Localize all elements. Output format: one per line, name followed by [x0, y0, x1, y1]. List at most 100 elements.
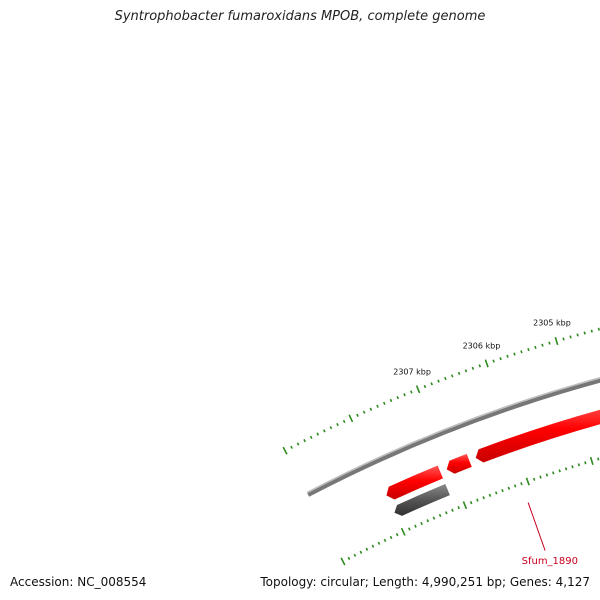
inner-tick: [462, 501, 468, 510]
outer-tick: [583, 331, 586, 335]
inner-tick: [552, 471, 555, 475]
outer-tick: [492, 359, 495, 363]
gene-arrow-sfum_1889[interactable]: [475, 401, 600, 463]
outer-tick: [316, 432, 320, 436]
outer-tick: [322, 429, 326, 433]
inner-tick: [389, 535, 393, 540]
outer-tick: [389, 398, 393, 403]
inner-tick: [420, 521, 423, 526]
outer-tick: [430, 382, 433, 386]
inner-tick: [340, 557, 346, 566]
inner-tick: [520, 482, 523, 486]
outer-tick: [282, 446, 288, 455]
outer-tick: [410, 390, 413, 394]
inner-tick: [507, 486, 511, 490]
inner-tick: [545, 473, 549, 477]
inner-tick: [488, 493, 492, 497]
outer-tick: [403, 393, 406, 397]
outer-tick: [382, 401, 386, 405]
inner-tick: [438, 513, 442, 518]
inner-tick: [476, 498, 479, 502]
gene-arrow-sfum_1890b[interactable]: [386, 465, 443, 500]
inner-tick: [414, 524, 417, 528]
inner-tick: [371, 544, 375, 548]
outer-tick: [576, 333, 579, 337]
outer-tick: [464, 369, 468, 373]
outer-tick: [548, 341, 551, 345]
tick-label: 2306 kbp: [463, 341, 501, 350]
inner-tick: [597, 457, 600, 461]
outer-tick: [597, 327, 600, 331]
genes: [386, 401, 600, 516]
outer-tick: [457, 371, 461, 375]
outer-tick: [506, 354, 509, 358]
inner-tick: [589, 456, 594, 466]
inner-tick: [532, 477, 536, 481]
outer-tick: [296, 442, 300, 446]
backbone: [306, 377, 600, 497]
outer-tick: [478, 364, 482, 368]
inner-tick: [383, 538, 387, 543]
inner-tick: [432, 516, 436, 520]
inner-tick: [494, 491, 498, 495]
outer-tick: [348, 414, 354, 423]
inner-tick: [359, 550, 363, 554]
inner-tick: [395, 533, 399, 537]
outer-tick: [303, 439, 306, 443]
outer-tick: [329, 426, 333, 430]
inner-tick: [347, 556, 351, 560]
outer-tick: [534, 345, 537, 349]
inner-tick: [558, 469, 561, 473]
inner-tick: [577, 463, 581, 467]
outer-tick: [554, 336, 559, 346]
outer-tick: [520, 350, 523, 354]
inner-tick: [457, 506, 460, 510]
inner-tick: [469, 501, 473, 505]
outer-tick: [356, 413, 359, 417]
inner-tick: [564, 467, 568, 471]
outer-tick: [499, 357, 502, 361]
axis-ticks: 2297 kbp2298 kbp2299 kbp2300 kbp2301 kbp…: [282, 319, 600, 566]
outer-tick: [290, 445, 293, 449]
inner-tick: [426, 519, 430, 523]
gene-arrow-sfum_1890[interactable]: [446, 453, 472, 474]
label-leader-line: [527, 502, 546, 551]
outer-tick: [541, 343, 544, 347]
outer-tick: [450, 374, 454, 378]
inner-tick: [482, 496, 485, 500]
outer-tick: [513, 352, 516, 356]
inner-tick: [539, 475, 542, 479]
inner-tick: [377, 541, 381, 545]
inner-tick: [408, 527, 411, 531]
tick-label: 2305 kbp: [533, 319, 571, 328]
inner-tick: [525, 477, 530, 486]
tick-label: 2307 kbp: [393, 367, 431, 376]
outer-tick: [423, 384, 427, 389]
inner-tick: [451, 508, 454, 512]
outer-tick: [396, 396, 400, 400]
backbone-ring: [307, 378, 600, 497]
gene-label-sfum_1890[interactable]: Sfum_1890: [522, 556, 578, 567]
outer-tick: [484, 359, 489, 368]
outer-tick: [562, 337, 565, 341]
outer-tick: [437, 379, 440, 383]
gene-arrow-sfum_1890c[interactable]: [394, 483, 450, 516]
inner-tick: [513, 484, 517, 488]
outer-tick: [569, 335, 572, 339]
outer-tick: [444, 376, 447, 381]
outer-tick: [362, 410, 366, 414]
outer-tick: [376, 404, 379, 408]
inner-tick: [501, 488, 504, 493]
outer-tick: [309, 435, 313, 439]
inner-tick: [353, 553, 357, 557]
outer-tick: [415, 385, 421, 394]
outer-tick: [336, 422, 339, 427]
genome-summary-text: Topology: circular; Length: 4,990,251 bp…: [260, 575, 590, 589]
outer-tick: [527, 348, 530, 352]
outer-tick: [342, 419, 346, 424]
genome-title: Syntrophobacter fumaroxidans MPOB, compl…: [114, 9, 486, 24]
inner-tick: [571, 465, 574, 469]
inner-tick: [584, 461, 587, 465]
outer-tick: [369, 407, 373, 411]
